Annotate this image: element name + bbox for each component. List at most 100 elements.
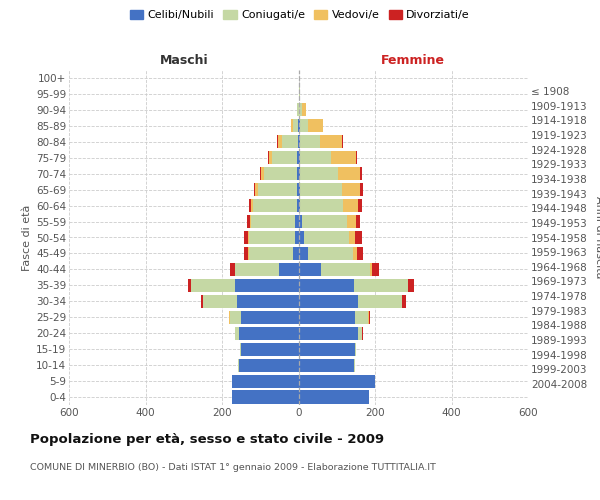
Bar <box>298 151 299 164</box>
Bar <box>338 167 360 180</box>
Text: COMUNE DI MINERBIO (BO) - Dati ISTAT 1° gennaio 2009 - Elaborazione TUTTITALIA.I: COMUNE DI MINERBIO (BO) - Dati ISTAT 1° … <box>30 462 436 471</box>
Bar <box>299 199 301 212</box>
Bar <box>299 326 358 340</box>
Bar <box>280 263 299 276</box>
Bar <box>299 183 301 196</box>
Bar <box>331 151 356 164</box>
Bar <box>283 135 298 148</box>
Bar <box>296 199 299 212</box>
Bar <box>259 183 296 196</box>
Bar <box>269 151 272 164</box>
Bar <box>230 263 235 276</box>
Bar <box>301 183 342 196</box>
Bar <box>301 151 331 164</box>
Bar <box>268 151 269 164</box>
Bar <box>342 183 360 196</box>
Bar <box>360 167 362 180</box>
Legend: Celibi/Nubili, Coniugati/e, Vedovi/e, Divorziati/e: Celibi/Nubili, Coniugati/e, Vedovi/e, Di… <box>125 6 475 25</box>
Bar <box>248 231 249 244</box>
Bar <box>349 231 355 244</box>
Bar <box>322 263 370 276</box>
Bar <box>356 215 361 228</box>
Bar <box>356 151 357 164</box>
Bar <box>255 183 259 196</box>
Bar <box>299 215 302 228</box>
Bar <box>299 358 354 372</box>
Bar <box>203 295 238 308</box>
Y-axis label: Fasce di età: Fasce di età <box>22 204 32 270</box>
Bar <box>343 199 358 212</box>
Bar <box>355 310 368 324</box>
Bar <box>191 279 235 292</box>
Bar <box>302 104 306 117</box>
Bar <box>250 215 251 228</box>
Bar <box>298 104 299 117</box>
Bar <box>244 231 248 244</box>
Bar <box>369 310 370 324</box>
Bar <box>308 247 353 260</box>
Bar <box>238 295 299 308</box>
Bar <box>302 215 347 228</box>
Bar <box>299 231 304 244</box>
Bar <box>300 120 308 132</box>
Bar <box>299 310 355 324</box>
Bar <box>299 151 301 164</box>
Bar <box>299 374 375 388</box>
Bar <box>201 295 203 308</box>
Bar <box>358 295 402 308</box>
Bar <box>239 358 299 372</box>
Bar <box>247 215 250 228</box>
Bar <box>299 390 369 404</box>
Bar <box>357 247 363 260</box>
Bar <box>254 183 255 196</box>
Bar <box>249 231 295 244</box>
Bar <box>353 247 357 260</box>
Bar <box>298 135 299 148</box>
Bar <box>293 120 298 132</box>
Bar <box>239 326 299 340</box>
Bar <box>358 326 362 340</box>
Bar <box>308 120 323 132</box>
Bar <box>260 167 265 180</box>
Bar <box>354 358 355 372</box>
Bar <box>278 135 283 148</box>
Text: Femmine: Femmine <box>381 54 445 66</box>
Bar <box>407 279 408 292</box>
Bar <box>232 390 299 404</box>
Bar <box>299 263 322 276</box>
Bar <box>320 135 343 148</box>
Bar <box>265 167 297 180</box>
Bar <box>370 263 373 276</box>
Bar <box>253 199 296 212</box>
Bar <box>297 167 299 180</box>
Bar <box>235 279 299 292</box>
Bar <box>293 247 299 260</box>
Bar <box>291 120 293 132</box>
Bar <box>299 135 301 148</box>
Bar <box>301 167 338 180</box>
Bar <box>299 104 302 117</box>
Bar <box>241 342 299 355</box>
Bar <box>235 326 239 340</box>
Bar <box>304 231 349 244</box>
Bar <box>235 263 280 276</box>
Bar <box>301 135 320 148</box>
Bar <box>299 295 358 308</box>
Y-axis label: Anni di nascita: Anni di nascita <box>594 196 600 279</box>
Bar <box>347 215 356 228</box>
Bar <box>355 342 356 355</box>
Bar <box>358 199 362 212</box>
Bar <box>408 279 413 292</box>
Bar <box>238 358 239 372</box>
Bar <box>296 183 299 196</box>
Bar <box>299 120 300 132</box>
Bar <box>299 247 308 260</box>
Bar <box>272 151 298 164</box>
Bar <box>299 88 301 101</box>
Bar <box>299 342 355 355</box>
Bar <box>295 215 299 228</box>
Bar <box>188 279 191 292</box>
Bar <box>232 374 299 388</box>
Bar <box>360 183 363 196</box>
Bar <box>402 295 406 308</box>
